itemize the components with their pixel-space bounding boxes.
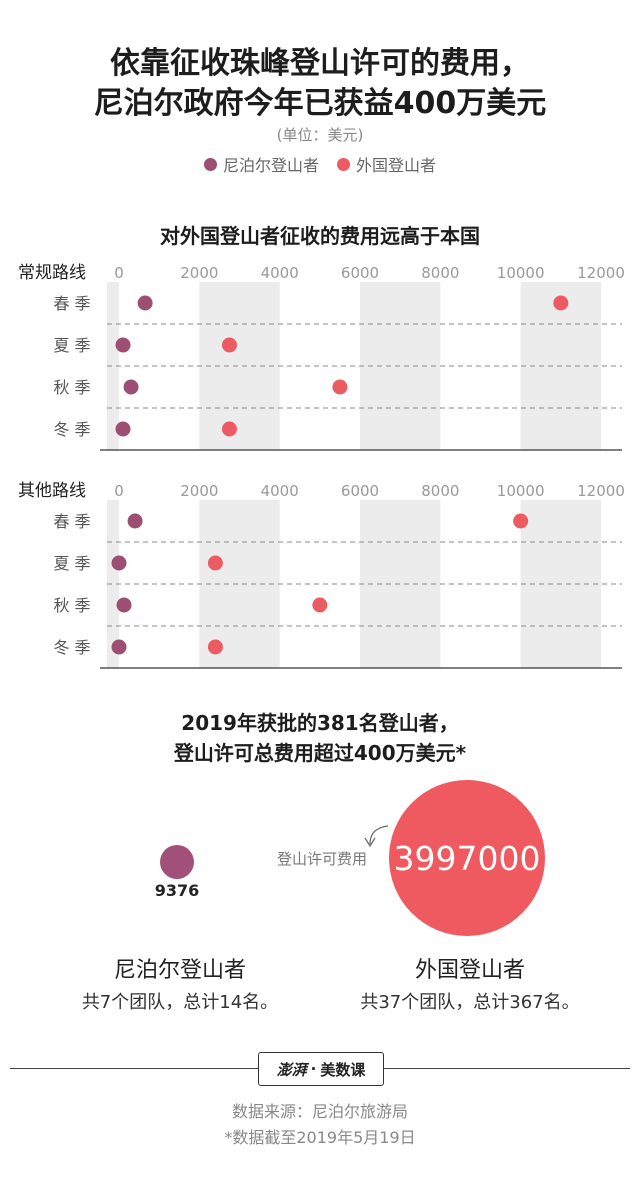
logo-left-text: 澎湃 [276, 1060, 307, 1079]
legend-marker-nepal [203, 157, 217, 171]
title-line-2: 尼泊尔政府今年已获益400万美元 [93, 86, 547, 121]
other-tick-12000: 12000 [577, 482, 625, 500]
data-note: *数据截至2019年5月19日 [224, 1128, 416, 1147]
regular-nepal-point-3 [115, 421, 131, 437]
legend-label-foreign: 外国登山者 [356, 156, 437, 175]
bubble-foreign [389, 780, 545, 936]
other-foreign-point-1 [207, 555, 223, 571]
other-foreign-point-3 [207, 639, 223, 655]
other-nepal-point-3 [111, 639, 127, 655]
foreign-group-desc: 共37个团队，总计367名。 [360, 992, 580, 1013]
other-tick-8000: 8000 [421, 482, 459, 500]
bubble-chart: 9376 3997000 登山许可费用 [155, 780, 545, 936]
regular-foreign-point-1 [221, 337, 237, 353]
regular-tick-8000: 8000 [421, 264, 459, 282]
other-group-label: 其他路线 [18, 481, 86, 501]
bubble-nepal-value: 9376 [155, 881, 200, 900]
permit-arrow-head [364, 837, 376, 848]
other-nepal-point-1 [111, 555, 127, 571]
regular-row-label-0: 春 季 [53, 294, 90, 313]
footer-divider-left [10, 1068, 258, 1069]
other-tick-0: 0 [114, 482, 124, 500]
data-source: 数据来源：尼泊尔旅游局 [231, 1102, 408, 1121]
other-nepal-point-2 [116, 597, 132, 613]
unit-label: (单位：美元) [276, 126, 364, 144]
regular-nepal-point-1 [115, 337, 131, 353]
chart-regular-routes: 常规路线 0 2000 4000 6000 8000 10000 12000 春 季夏 季秋 季… [18, 263, 625, 451]
logo-right-text: 美数课 [320, 1060, 366, 1079]
regular-nepal-point-2 [123, 379, 139, 395]
regular-tick-4000: 4000 [261, 264, 299, 282]
chart-other-routes: 其他路线 0 2000 4000 6000 8000 10000 12000 春 季夏 季秋 季… [18, 481, 625, 669]
brand-logo: 澎湃 · 美数课 [258, 1052, 384, 1086]
regular-foreign-point-3 [221, 421, 237, 437]
other-foreign-point-0 [513, 513, 529, 529]
other-row-label-1: 夏 季 [53, 554, 90, 573]
permit-arrow-curve [369, 825, 389, 845]
logo-dot: · [310, 1060, 317, 1078]
regular-foreign-point-2 [332, 379, 348, 395]
regular-tick-10000: 10000 [497, 264, 545, 282]
legend-label-nepal: 尼泊尔登山者 [222, 156, 319, 175]
title-line-1: 依靠征收珠峰登山许可的费用， [110, 46, 530, 81]
chart-title: 对外国登山者征收的费用远高于本国 [160, 224, 480, 248]
legend-item-nepal: 尼泊尔登山者 [203, 152, 319, 176]
regular-tick-0: 0 [114, 264, 124, 282]
other-tick-10000: 10000 [497, 482, 545, 500]
regular-tick-12000: 12000 [577, 264, 625, 282]
regular-tick-2000: 2000 [180, 264, 218, 282]
section2-line-1: 2019年获批的381名登山者， [181, 711, 459, 735]
legend: 尼泊尔登山者 外国登山者 [0, 152, 640, 176]
regular-tick-6000: 6000 [341, 264, 379, 282]
bubble-foreign-value: 3997000 [394, 839, 541, 878]
permit-fee-label: 登山许可费用 [277, 850, 367, 868]
regular-row-label-3: 冬 季 [53, 420, 90, 439]
other-row-label-2: 秋 季 [53, 596, 90, 615]
legend-marker-foreign [337, 157, 350, 171]
regular-group-label: 常规路线 [18, 263, 86, 283]
footer-divider-right [382, 1068, 630, 1069]
regular-row-label-1: 夏 季 [53, 336, 90, 355]
other-row-label-0: 春 季 [53, 512, 90, 531]
section2-line-2: 登山许可总费用超过400万美元* [173, 741, 467, 765]
other-foreign-point-2 [312, 597, 328, 613]
nepal-group-desc: 共7个团队，总计14名。 [81, 992, 279, 1013]
other-nepal-point-0 [127, 513, 143, 529]
regular-foreign-point-0 [553, 295, 569, 311]
regular-row-label-2: 秋 季 [53, 378, 90, 397]
regular-nepal-point-0 [137, 295, 153, 311]
bubble-nepal [160, 845, 194, 879]
foreign-group-title: 外国登山者 [414, 958, 525, 983]
legend-item-foreign: 外国登山者 [337, 152, 436, 176]
other-row-label-3: 冬 季 [53, 638, 90, 657]
nepal-group-title: 尼泊尔登山者 [113, 958, 246, 983]
regular-band-1 [199, 282, 280, 450]
other-tick-2000: 2000 [180, 482, 218, 500]
other-tick-4000: 4000 [261, 482, 299, 500]
other-tick-6000: 6000 [341, 482, 379, 500]
